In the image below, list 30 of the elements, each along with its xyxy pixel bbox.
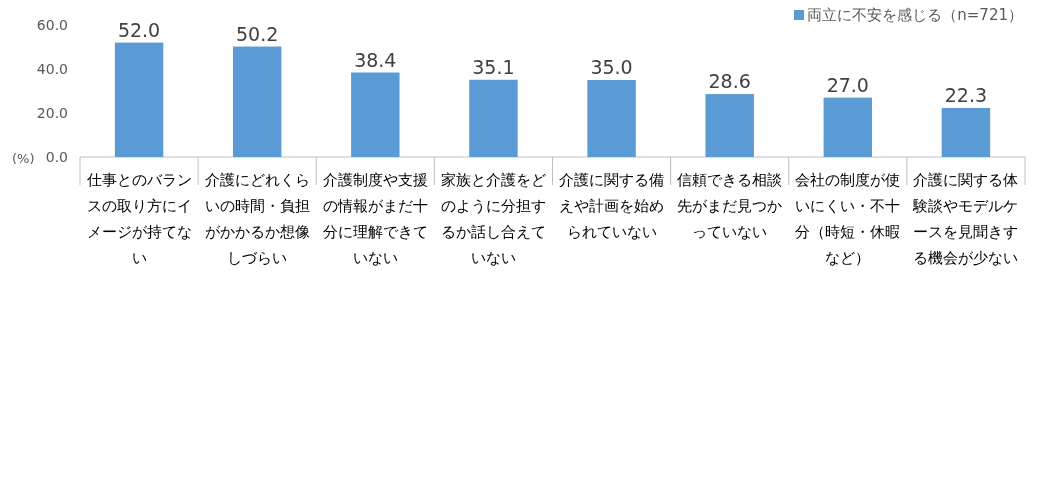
- data-label: 35.0: [590, 56, 633, 78]
- x-tick-label: 信頼できる相談先がまだ見つかっていない: [676, 170, 783, 243]
- x-tick-label: 介護制度や支援の情報がまだ十分に理解できていない: [322, 170, 429, 269]
- bar: [351, 72, 400, 157]
- bar: [114, 42, 164, 157]
- data-label: 52.0: [117, 18, 161, 41]
- bar: [469, 79, 518, 157]
- data-label: 27.0: [826, 73, 869, 96]
- data-label: 22.3: [944, 83, 988, 106]
- data-label: 35.1: [472, 55, 515, 78]
- x-tick-label: 会社の制度が使いにくい・不十分（時短・休暇など）: [794, 170, 901, 269]
- y-tick-label: 60.0: [36, 17, 68, 33]
- bar: [232, 46, 282, 157]
- text: (%): [12, 151, 35, 166]
- x-tick-label: 介護にどれくらいの時間・負担がかかるか想像しづらい: [204, 170, 311, 269]
- bar: [823, 97, 873, 157]
- x-tick-label: 仕事とのバランスの取り方にイメージが持てない: [86, 170, 193, 269]
- bar: [941, 107, 991, 157]
- y-tick-label: 20.0: [36, 105, 68, 121]
- bar: [705, 94, 754, 157]
- data-label: 28.6: [708, 70, 751, 93]
- x-tick-label: 家族と介護をどのように分担するか話し合えていない: [440, 170, 547, 269]
- x-tick-label: 介護に関する体験談やモデルケースを見聞きする機会が少ない: [912, 170, 1019, 269]
- legend-label: 両立に不安を感じる（n=721）: [807, 6, 1023, 24]
- data-label: 50.2: [236, 22, 279, 45]
- bar: [587, 80, 636, 157]
- x-tick-label: 介護に関する備えや計画を始められていない: [558, 170, 665, 243]
- y-tick-label: 40.0: [36, 61, 68, 77]
- data-label: 38.4: [354, 48, 397, 71]
- y-tick-label: 0.0: [45, 149, 68, 165]
